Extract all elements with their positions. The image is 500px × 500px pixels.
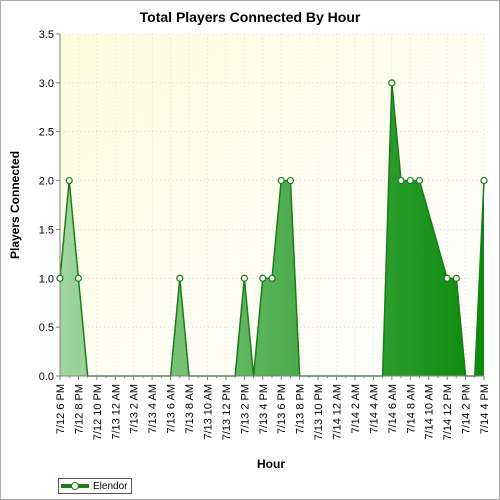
- legend-swatch-elendor: [61, 481, 89, 491]
- y-tick-label: 3.0: [39, 78, 54, 90]
- data-point-marker: [240, 274, 248, 282]
- x-tick-label: 7/13 12 PM: [221, 384, 233, 440]
- data-point-marker: [480, 176, 488, 185]
- data-point-marker: [397, 176, 405, 185]
- data-point-marker: [286, 176, 295, 185]
- x-tick-label: 7/13 2 AM: [129, 384, 141, 434]
- y-tick-labels: 0.0 0.5 1.0 1.5 2.0 2.5 3.0 3.5: [39, 29, 54, 383]
- data-point-marker: [388, 79, 396, 87]
- x-tick-label: 7/14 10 AM: [424, 384, 436, 440]
- x-tick-label: 7/14 12 PM: [442, 384, 454, 440]
- x-tick-label: 7/14 8 AM: [405, 384, 417, 434]
- series-area-elendor: [60, 82, 484, 376]
- x-tick-label: 7/14 4 AM: [368, 384, 380, 434]
- series-markers: [56, 79, 488, 282]
- x-tick-label: 7/14 4 PM: [479, 384, 491, 434]
- y-tick-label: 2.0: [39, 176, 54, 188]
- data-point-marker: [259, 274, 267, 282]
- y-axis-title: Players Connected: [8, 151, 22, 259]
- x-tick-label: 7/14 2 PM: [461, 384, 473, 434]
- data-point-marker: [406, 176, 414, 185]
- x-tick-label: 7/12 10 PM: [92, 384, 104, 440]
- data-point-marker: [268, 274, 276, 282]
- x-tick-label: 7/13 6 AM: [166, 384, 178, 434]
- data-point-marker: [415, 176, 424, 185]
- data-point-marker: [452, 274, 460, 282]
- legend: Elendor: [58, 478, 133, 494]
- y-tick-label: 0.0: [39, 371, 54, 383]
- x-tick-label: 7/12 8 PM: [73, 384, 85, 434]
- x-tick-label: 7/13 4 PM: [258, 384, 270, 434]
- legend-label-elendor: Elendor: [93, 480, 128, 492]
- x-tick-label: 7/13 4 AM: [147, 384, 159, 434]
- x-tick-label: 7/13 10 AM: [202, 384, 214, 440]
- x-tick-labels: 7/12 6 PM 7/12 8 PM 7/12 10 PM 7/13 12 AM 7/…: [55, 384, 491, 440]
- data-point-marker: [56, 274, 64, 282]
- y-tick-label: 1.5: [39, 224, 54, 236]
- axes: [56, 33, 485, 380]
- data-point-marker: [443, 274, 451, 282]
- y-tick-label: 3.5: [39, 29, 54, 41]
- y-tick-label: 2.5: [39, 127, 54, 139]
- x-tick-label: 7/13 12 AM: [110, 384, 122, 440]
- data-point-marker: [65, 176, 73, 185]
- x-tick-label: 7/14 2 AM: [350, 384, 362, 434]
- x-axis-title: Hour: [257, 457, 285, 471]
- data-point-marker: [74, 274, 83, 282]
- data-point-marker: [277, 176, 285, 185]
- x-tick-label: 7/14 12 AM: [332, 384, 344, 440]
- x-tick-label: 7/13 8 PM: [295, 384, 307, 434]
- x-tick-label: 7/13 8 AM: [184, 384, 196, 434]
- y-tick-label: 1.0: [39, 273, 54, 285]
- data-point-marker: [176, 274, 184, 282]
- x-tick-label: 7/12 6 PM: [55, 384, 67, 434]
- x-tick-label: 7/14 6 AM: [387, 384, 399, 434]
- x-tick-label: 7/13 2 PM: [239, 384, 251, 434]
- x-tick-label: 7/13 6 PM: [276, 384, 288, 434]
- x-tick-label: 7/13 10 PM: [313, 384, 325, 440]
- chart-title: Total Players Connected By Hour: [140, 9, 361, 25]
- y-tick-label: 0.5: [39, 322, 54, 334]
